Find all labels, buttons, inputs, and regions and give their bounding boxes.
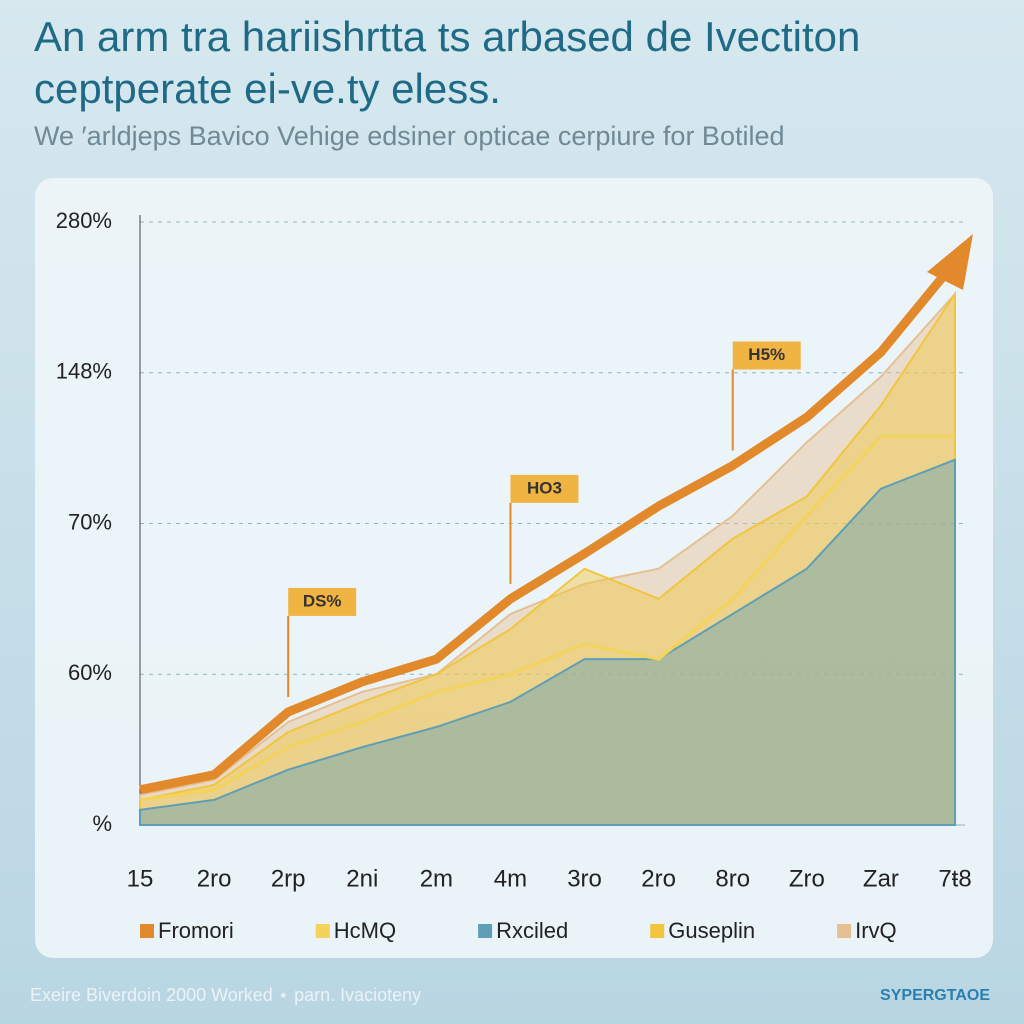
x-tick-label: Zro: [789, 865, 825, 892]
legend-swatch: [140, 924, 154, 938]
y-tick-label: %: [92, 811, 112, 836]
annotation-label: HO3: [527, 478, 562, 497]
y-tick-label: 60%: [68, 660, 112, 685]
annotation-label: DS%: [303, 591, 342, 610]
legend-label: Guseplin: [668, 918, 755, 943]
x-tick-label: 15: [127, 865, 154, 892]
footer-note: Exeire Biverdoin 2000 Worked ⋆ parn. Iva…: [30, 985, 421, 1005]
legend-swatch: [650, 924, 665, 938]
x-tick-label: 2ro: [197, 865, 232, 892]
legend-swatch: [478, 924, 493, 938]
x-tick-label: 3ro: [567, 865, 602, 892]
line: [139, 435, 955, 802]
annotation-box: [732, 341, 801, 370]
x-tick-label: 2rp: [271, 865, 306, 892]
line: [139, 259, 959, 795]
x-tick-label: 4m: [494, 865, 527, 892]
annotation-label: H5%: [748, 345, 785, 364]
legend-swatch: [315, 924, 330, 938]
chart-subtitle: We ′arldjeps Bavico Vehige edsiner optic…: [34, 121, 785, 151]
annotation-box: [288, 587, 357, 616]
y-tick-label: 280%: [56, 208, 112, 233]
x-tick-label: 7ŧ8: [938, 865, 971, 892]
legend-label: IrvQ: [855, 918, 897, 943]
y-tick-label: 70%: [68, 509, 112, 534]
annotation-box: [510, 474, 579, 503]
legend-label: Rxciled: [496, 918, 568, 943]
legend-label: Fromori: [158, 918, 234, 943]
x-tick-label: 2ro: [641, 865, 676, 892]
footer-brand: SYPERGTAOE: [880, 987, 990, 1004]
legend-label: HcMQ: [334, 918, 396, 943]
chart-title: An arm tra hariishrtta ts arbased de Ive…: [34, 13, 860, 112]
y-tick-label: 148%: [56, 359, 112, 384]
x-tick-label: 2ni: [346, 865, 378, 892]
x-tick-label: 8ro: [715, 865, 750, 892]
x-tick-label: Zar: [863, 865, 899, 892]
x-tick-label: 2m: [420, 865, 453, 892]
arrow-head: [927, 233, 973, 290]
legend-swatch: [837, 924, 852, 938]
